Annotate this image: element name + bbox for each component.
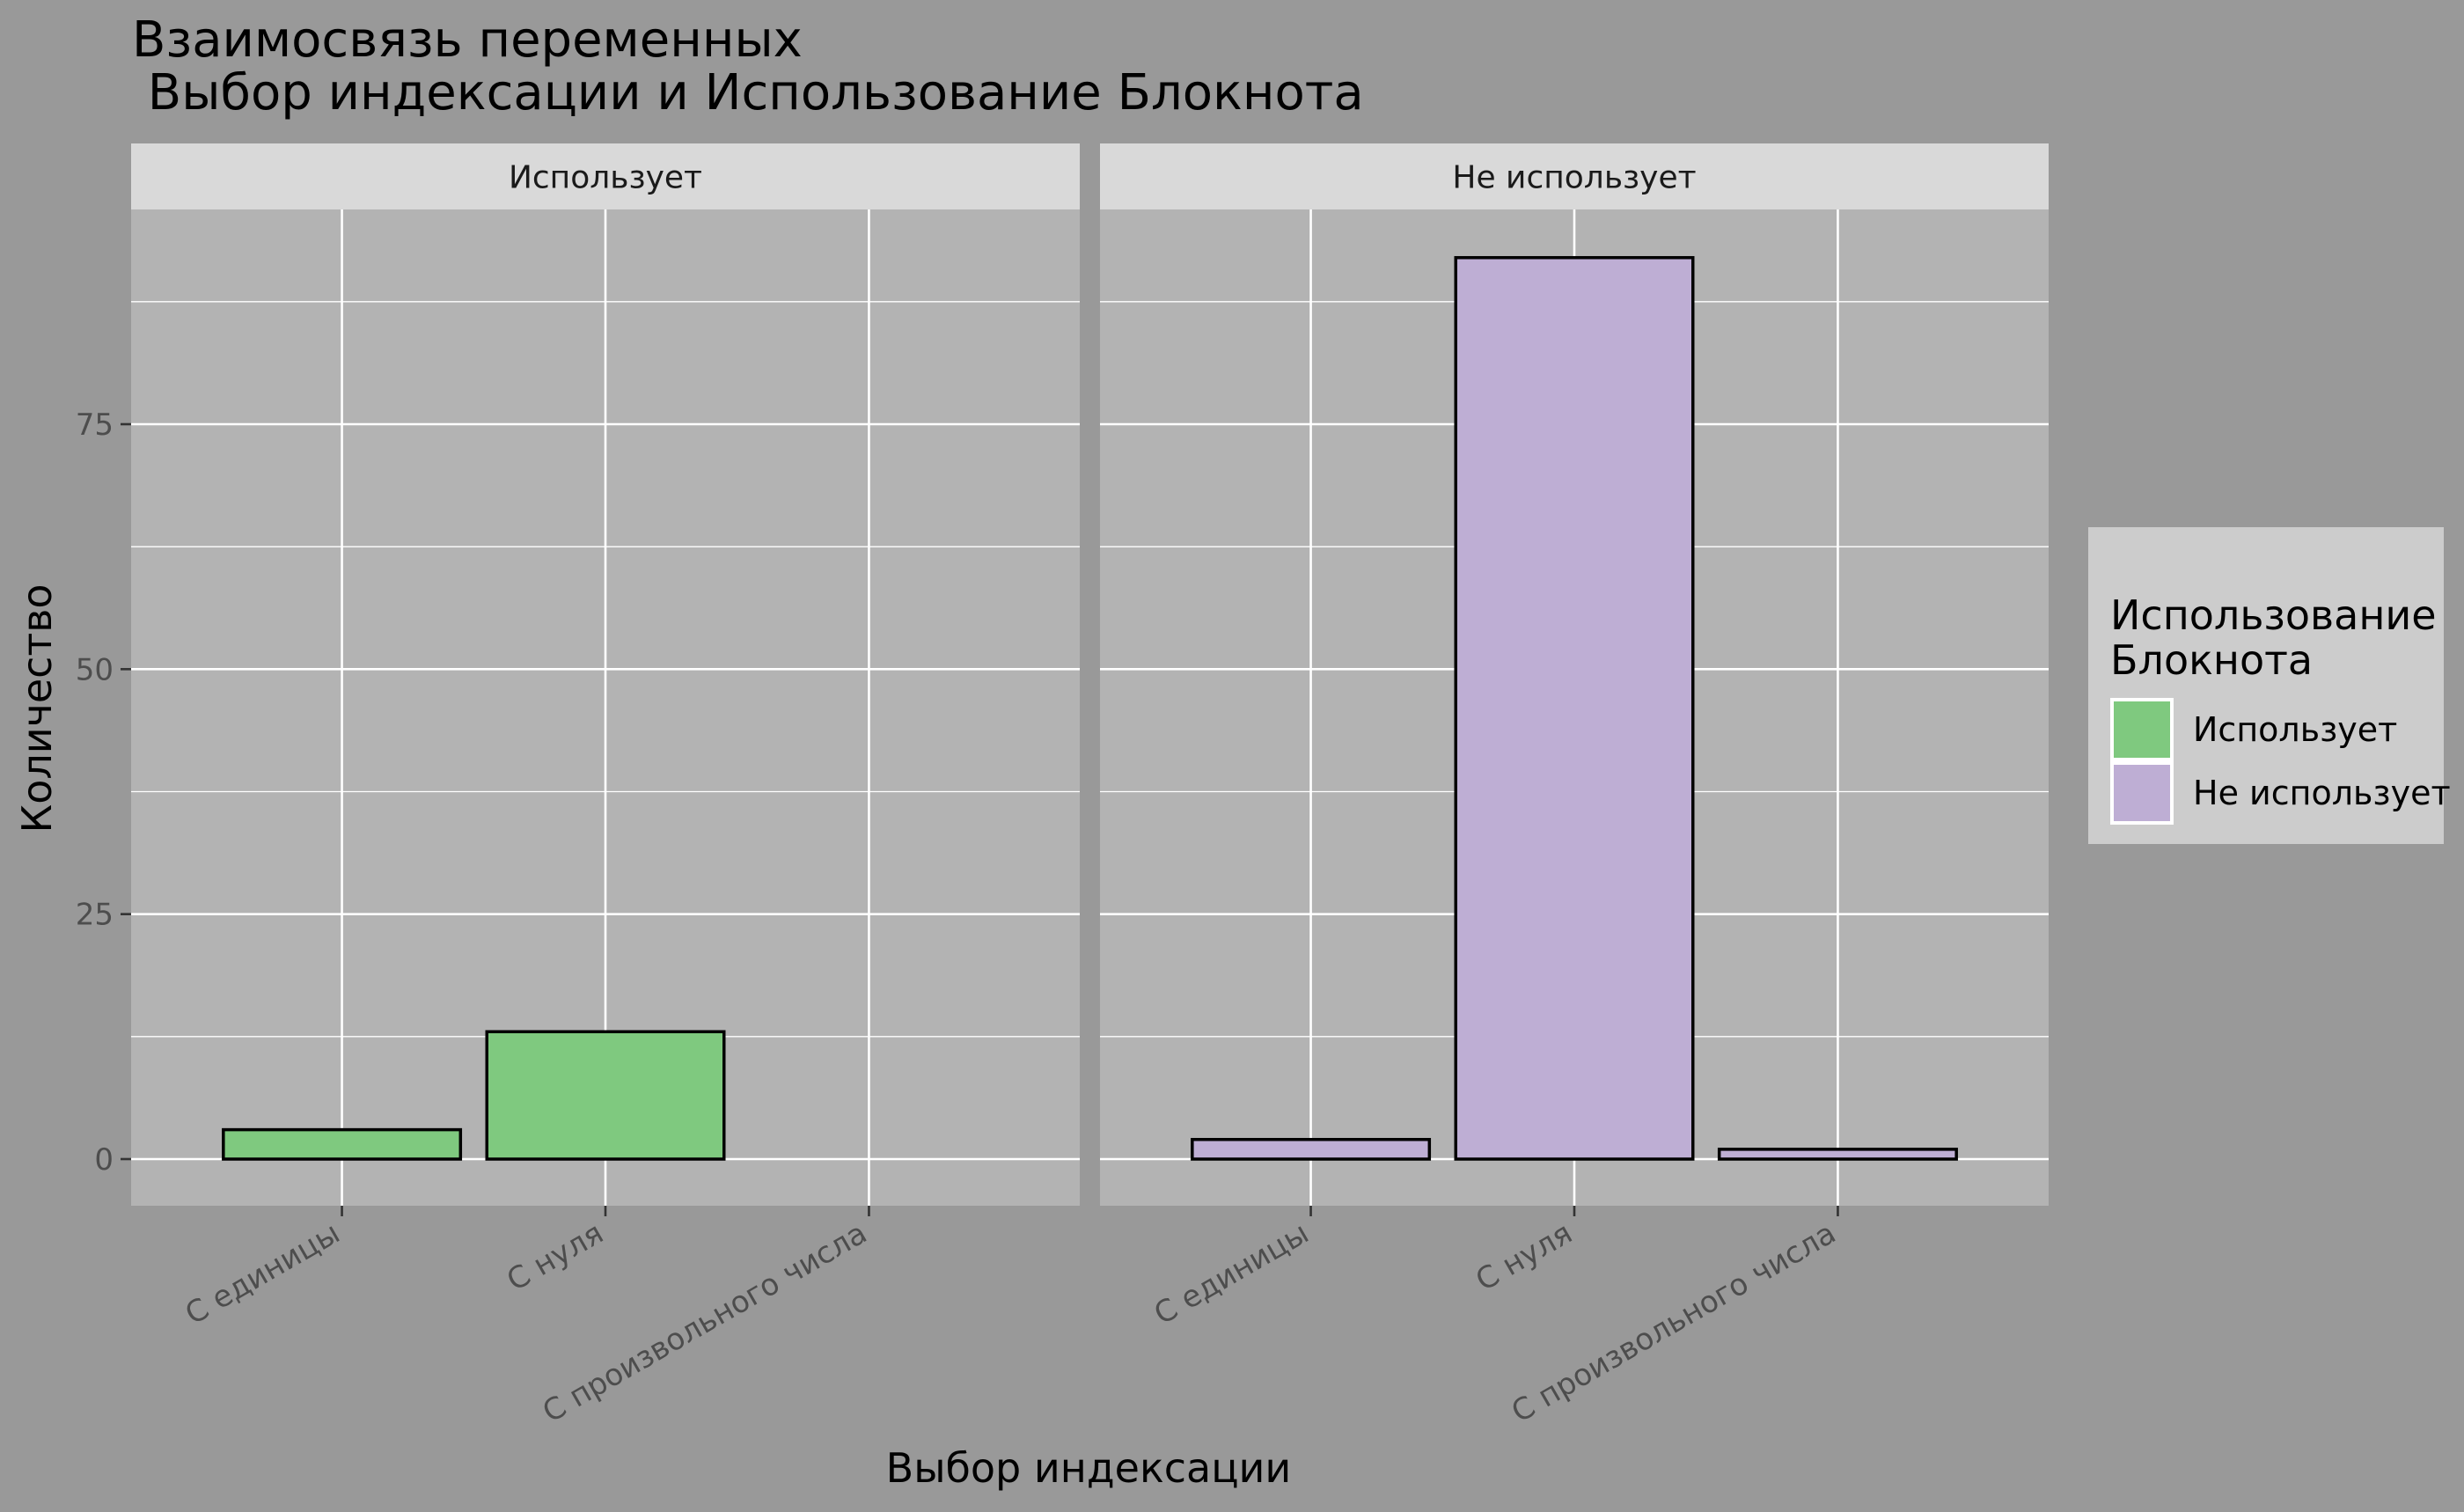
facet-strip	[131, 143, 1080, 209]
x-tick-label: С единицы	[180, 1215, 346, 1332]
legend-swatch	[2114, 701, 2170, 758]
legend-title-line-1: Использование	[2110, 591, 2437, 639]
legend: Использование Блокнота Использует Не испо…	[2088, 527, 2451, 844]
bar	[1717, 1148, 1958, 1161]
y-tick-label: 50	[76, 652, 114, 687]
x-tick-label: С единицы	[1148, 1215, 1315, 1332]
y-tick-label: 25	[76, 898, 114, 933]
bar	[1191, 1137, 1432, 1161]
y-axis: 0 25 50 75	[76, 407, 131, 1178]
x-tick-label: С нуля	[501, 1215, 609, 1298]
chart-title-line-1: Взаимосвязь переменных	[132, 11, 803, 69]
facet-strip-label: Не использует	[1452, 160, 1696, 196]
legend-swatch	[2114, 765, 2170, 821]
facet-strip-label: Использует	[509, 160, 702, 196]
legend-label: Использует	[2193, 710, 2397, 749]
bar	[1454, 255, 1695, 1161]
legend-title-line-2: Блокнота	[2110, 636, 2313, 684]
bar	[485, 1030, 726, 1161]
legend-label: Не использует	[2193, 774, 2451, 812]
x-tick-label: С нуля	[1470, 1215, 1578, 1298]
y-tick-label: 0	[94, 1142, 114, 1178]
y-axis-title: Количество	[13, 584, 61, 833]
y-tick-label: 75	[76, 407, 114, 443]
legend-items: Использует Не использует	[2110, 698, 2451, 825]
x-axis-title: Выбор индексации	[886, 1444, 1292, 1492]
facet-strip	[1100, 143, 2049, 209]
bar	[222, 1127, 463, 1161]
chart-title-line-2: Выбор индексации и Использование Блокнот…	[132, 64, 1364, 121]
